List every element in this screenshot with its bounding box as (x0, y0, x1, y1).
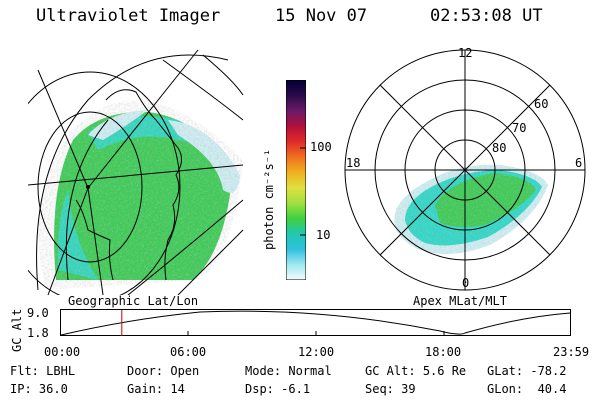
polar-grid (344, 49, 586, 291)
alt-axis-ticks (187, 331, 445, 336)
apex-map-label: Apex MLat/MLT (413, 294, 507, 308)
geographic-map (28, 49, 244, 295)
mlt-label-0: 0 (462, 276, 470, 290)
mlt-label-18: 18 (346, 156, 361, 170)
app-title: Ultraviolet Imager (36, 6, 221, 26)
info-mode-value: Normal (288, 364, 332, 378)
subsatellite-point (86, 185, 90, 189)
info-gc-alt-value: 5.6 Re (422, 364, 467, 378)
info-ip: IP: 36.0 (10, 382, 68, 396)
mlat-label-70: 70 (512, 121, 527, 135)
header-time: 02:53:08 UT (430, 6, 543, 26)
info-glon-value: 40.4 (530, 382, 567, 396)
header-date: 15 Nov 07 (275, 6, 368, 26)
alt-xtick-3: 18:00 (425, 345, 462, 359)
aurora-image-geo (38, 100, 244, 291)
info-glat: GLat: -78.2 (487, 364, 567, 378)
info-glat-value: -78.2 (530, 364, 567, 378)
info-dsp: Dsp: -6.1 (245, 382, 311, 396)
alt-xtick-4: 23:59 (553, 345, 590, 359)
mlat-label-80: 80 (492, 141, 507, 155)
info-flt-value: LBHL (46, 364, 76, 378)
alt-plot-ylabel: GC Alt (10, 308, 24, 352)
colorbar-tick-100: 100 (310, 140, 332, 154)
colorbar-units-label: photon cm⁻²s⁻¹ (262, 148, 276, 250)
info-door-value: Open (170, 364, 200, 378)
altitude-time-plot (60, 309, 571, 336)
alt-ytick-low: 1.8 (27, 326, 49, 340)
info-seq: Seq: 39 (365, 382, 416, 396)
altitude-curve (60, 310, 571, 336)
info-gain-value: 14 (170, 382, 185, 396)
lat-lon-grid (28, 49, 244, 295)
info-seq-value: 39 (401, 382, 416, 396)
mlat-label-60: 60 (534, 97, 549, 111)
info-door: Door: Open (127, 364, 200, 378)
geo-map-label: Geographic Lat/Lon (68, 294, 199, 308)
info-gc-alt: GC Alt: 5.6 Re (365, 364, 467, 378)
mlt-label-12: 12 (458, 46, 473, 60)
info-mode: Mode: Normal (245, 364, 332, 378)
info-flt: Flt: LBHL (10, 364, 76, 378)
mlt-label-6: 6 (575, 156, 583, 170)
color-scale-bar (285, 79, 307, 281)
alt-xtick-0: 00:00 (44, 345, 81, 359)
colorbar-tick-10: 10 (316, 228, 331, 242)
info-dsp-value: -6.1 (281, 382, 311, 396)
alt-xtick-2: 12:00 (298, 345, 335, 359)
alt-xtick-1: 06:00 (170, 345, 207, 359)
alt-ytick-high: 9.0 (27, 306, 49, 320)
info-glon: GLon: 40.4 (487, 382, 567, 396)
polar-mlat-mlt-plot (344, 49, 586, 291)
info-gain: Gain: 14 (127, 382, 185, 396)
continent-outline (75, 89, 182, 281)
info-ip-value: 36.0 (38, 382, 68, 396)
